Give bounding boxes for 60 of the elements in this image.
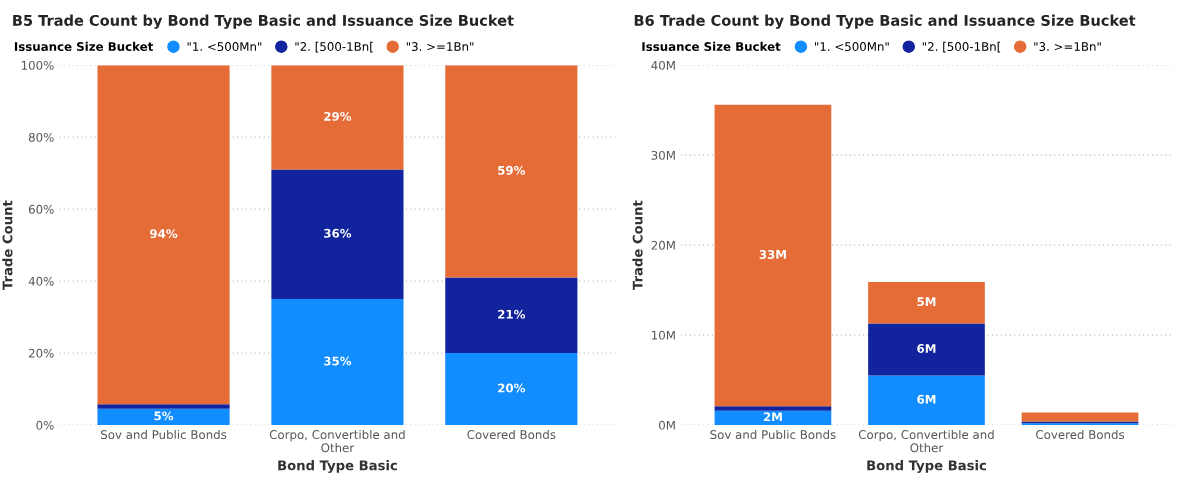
bar xyxy=(1021,412,1139,422)
data-label: 5M xyxy=(917,297,936,307)
data-label: 6M xyxy=(917,343,936,353)
data-label: 21% xyxy=(498,309,526,319)
y-axis-title: Trade Count xyxy=(2,200,13,290)
y-tick-label: 100% xyxy=(21,60,54,70)
y-tick-label: 20% xyxy=(28,348,54,358)
y-tick-label: 0M xyxy=(659,420,675,430)
legend-label: "3. >=1Bn" xyxy=(1034,42,1101,51)
bar xyxy=(97,408,230,426)
y-tick-label: 80% xyxy=(28,132,54,142)
x-tick-label: Corpo, Convertible and Other xyxy=(858,429,994,453)
bar xyxy=(868,323,985,376)
bar xyxy=(868,375,985,426)
x-tick-label: Corpo, Convertible and Other xyxy=(269,429,405,453)
chart-title: B5 Trade Count by Bond Type Basic and Issuance Size Bucket xyxy=(13,14,514,29)
data-label: 5% xyxy=(154,411,174,421)
legend-title: Issuance Size Bucket xyxy=(642,41,781,51)
data-label: 2M xyxy=(763,412,782,422)
x-axis-title: Bond Type Basic xyxy=(867,460,986,473)
bar xyxy=(868,282,985,324)
legend-label: "1. <500Mn" xyxy=(815,42,889,51)
legend-label: "1. <500Mn" xyxy=(187,42,262,51)
data-label: 94% xyxy=(150,229,178,239)
y-tick-label: 30M xyxy=(651,150,675,160)
bar xyxy=(97,404,230,409)
chart-title: B6 Trade Count by Bond Type Basic and Issuance Size Bucket xyxy=(634,14,1136,29)
bar xyxy=(714,410,832,426)
bar xyxy=(271,299,404,426)
data-label: 33M xyxy=(759,249,786,259)
data-label: 36% xyxy=(324,228,352,238)
legend-title: Issuance Size Bucket xyxy=(14,41,154,51)
bar xyxy=(714,406,832,411)
data-label: 35% xyxy=(324,356,352,366)
data-label: 6M xyxy=(917,394,936,404)
y-axis-title: Trade Count xyxy=(632,200,643,290)
y-tick-label: 0% xyxy=(36,420,54,430)
x-tick-label: Sov and Public Bonds xyxy=(101,429,227,440)
data-label: 29% xyxy=(324,111,352,121)
bar xyxy=(445,277,578,354)
x-tick-label: Covered Bonds xyxy=(1036,429,1125,440)
bar xyxy=(271,65,404,170)
bar xyxy=(445,353,578,426)
bar xyxy=(271,169,404,300)
bar xyxy=(714,104,832,407)
y-tick-label: 40M xyxy=(651,60,675,70)
data-label: 20% xyxy=(498,383,526,393)
y-tick-label: 40% xyxy=(28,276,54,286)
data-label: 59% xyxy=(498,165,526,175)
y-tick-label: 10M xyxy=(652,330,675,340)
bar xyxy=(97,65,230,405)
y-tick-label: 60% xyxy=(28,204,54,214)
bar xyxy=(445,65,578,278)
legend-label: "2. [500-1Bn[ xyxy=(922,41,1001,53)
x-tick-label: Covered Bonds xyxy=(467,429,556,440)
legend-label: "3. >=1Bn" xyxy=(406,42,474,51)
legend-label: "2. [500-1Bn[ xyxy=(295,41,373,53)
y-tick-label: 20M xyxy=(651,240,675,250)
x-axis-title: Bond Type Basic xyxy=(278,460,397,473)
x-tick-label: Sov and Public Bonds xyxy=(710,429,836,440)
